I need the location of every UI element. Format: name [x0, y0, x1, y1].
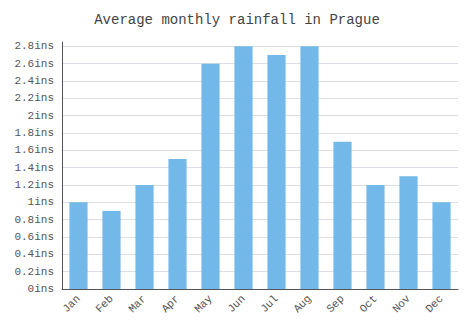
svg-text:0.6ins: 0.6ins — [14, 231, 54, 243]
svg-text:Nov: Nov — [390, 292, 413, 315]
svg-text:1.8ins: 1.8ins — [14, 127, 54, 139]
svg-text:2.2ins: 2.2ins — [14, 92, 54, 104]
svg-text:Dec: Dec — [423, 293, 445, 315]
svg-text:2.4ins: 2.4ins — [14, 75, 54, 87]
svg-text:Aug: Aug — [291, 293, 313, 315]
svg-text:0.4ins: 0.4ins — [14, 248, 54, 260]
svg-text:2.6ins: 2.6ins — [14, 58, 54, 70]
svg-text:Average monthly rainfall in Pr: Average monthly rainfall in Prague — [94, 12, 380, 28]
svg-text:Jun: Jun — [225, 293, 247, 315]
svg-text:Feb: Feb — [93, 293, 115, 315]
svg-text:Jul: Jul — [258, 293, 280, 315]
svg-text:Oct: Oct — [357, 293, 379, 315]
svg-text:1.4ins: 1.4ins — [14, 162, 54, 174]
svg-text:0.8ins: 0.8ins — [14, 214, 54, 226]
svg-text:Jan: Jan — [60, 293, 82, 315]
svg-text:2.8ins: 2.8ins — [14, 40, 54, 52]
svg-text:Mar: Mar — [126, 293, 148, 315]
svg-text:Sep: Sep — [324, 293, 346, 315]
svg-text:2ins: 2ins — [28, 110, 54, 122]
svg-text:1ins: 1ins — [28, 196, 54, 208]
svg-text:May: May — [192, 292, 215, 315]
svg-text:1.2ins: 1.2ins — [14, 179, 54, 191]
svg-text:Apr: Apr — [159, 293, 181, 315]
svg-text:1.6ins: 1.6ins — [14, 144, 54, 156]
svg-text:0.2ins: 0.2ins — [14, 266, 54, 278]
svg-text:0ins: 0ins — [28, 283, 54, 295]
